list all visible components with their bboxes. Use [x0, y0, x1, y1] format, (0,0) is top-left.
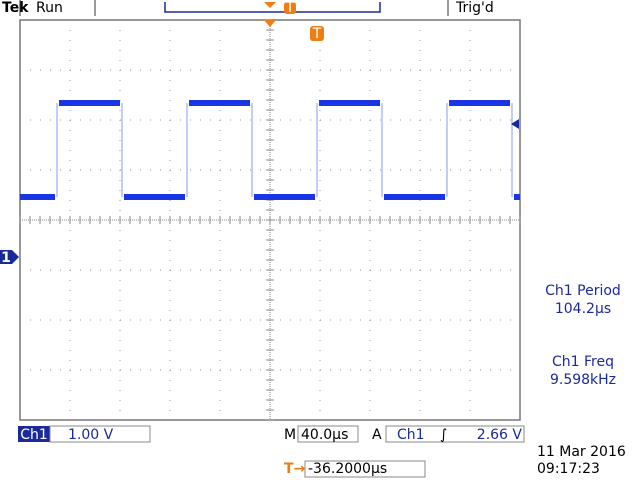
trigger-slope: ∫ [440, 427, 447, 443]
channel-ground-marker [0, 250, 19, 264]
timebase: 40.0µs [301, 427, 348, 443]
timebase-box [297, 425, 359, 443]
waveform-edges [56, 103, 513, 197]
record-bracket [164, 2, 381, 13]
volts-per-div: 1.00 V [68, 427, 114, 443]
position: -36.2000µs [308, 461, 387, 477]
brand: Tek [2, 0, 29, 16]
channel-label: Ch1 [20, 427, 48, 443]
channel-ground-label: 1 [1, 250, 11, 266]
run-state: Run [36, 0, 63, 16]
trigger-status: Trig'd [455, 0, 494, 16]
trigger-level-marker [511, 119, 519, 129]
expansion-point [264, 20, 276, 27]
measurement-value: 9.598kHz [550, 372, 616, 388]
position-box [304, 460, 426, 478]
measurement-value: 104.2µs [555, 301, 611, 317]
date: 11 Mar 2016 [537, 444, 626, 460]
time: 09:17:23 [537, 461, 600, 477]
trigger-position-icon [284, 2, 296, 14]
trigger-marker-icon [310, 26, 324, 41]
timebase-prefix: M [284, 427, 296, 443]
trigger-marker-label: T [312, 26, 322, 42]
trigger-level: 2.66 V [477, 427, 523, 443]
measurement-label: Ch1 Freq [552, 354, 614, 370]
trigger-channel: Ch1 [397, 427, 425, 443]
measurement-label: Ch1 Period [545, 283, 621, 299]
graticule [19, 19, 521, 421]
trigger-prefix: A [372, 427, 382, 443]
trigger-box [385, 425, 525, 443]
volts-box [49, 425, 151, 443]
channel-badge [18, 426, 50, 442]
waveform [20, 100, 520, 200]
position-icon: T→ [284, 461, 306, 477]
trigger-position-label: T [285, 0, 295, 16]
center-marker [264, 2, 276, 8]
